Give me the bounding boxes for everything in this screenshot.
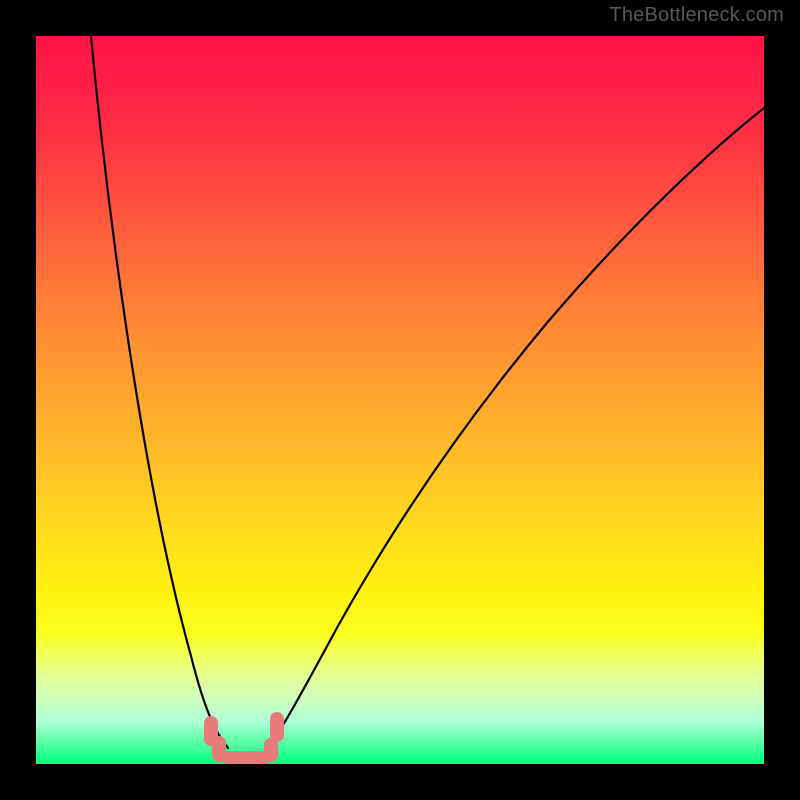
bottom-mark-4	[270, 712, 284, 742]
plot-svg	[36, 36, 764, 764]
bottom-marks-group	[204, 712, 284, 764]
curve-right	[268, 108, 764, 748]
chart-frame: TheBottleneck.com	[0, 0, 800, 800]
curve-left	[91, 36, 228, 748]
plot-area	[36, 36, 764, 764]
watermark-text: TheBottleneck.com	[609, 4, 784, 27]
